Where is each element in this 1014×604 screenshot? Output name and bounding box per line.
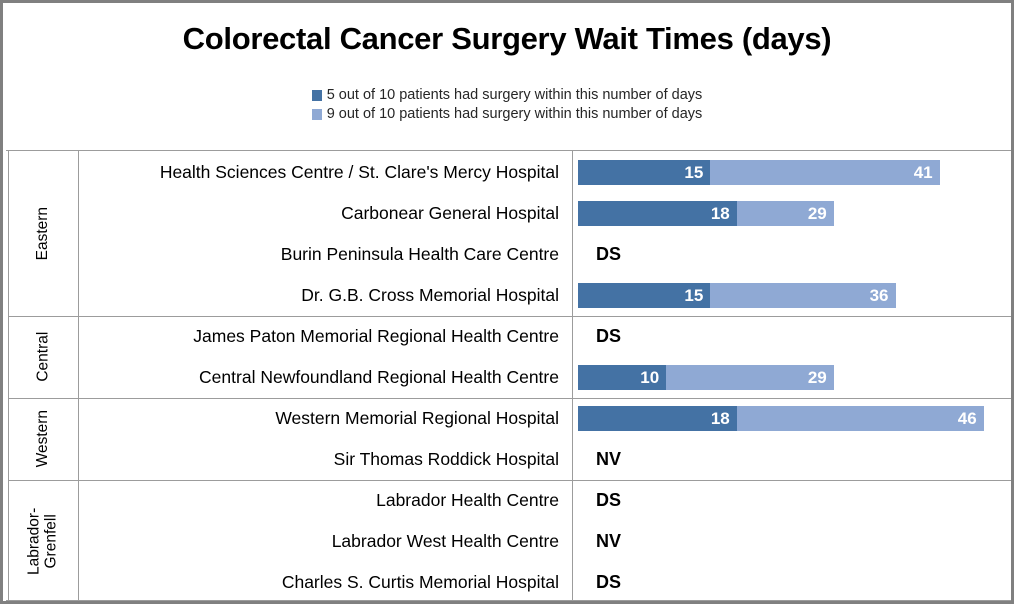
table-row: Western Memorial Regional Hospital 18 46 [79,398,1011,439]
bar-track: NV [578,439,1011,480]
bar-track: 15 36 [578,275,1011,316]
stacked-bar[interactable]: 15 36 [578,283,896,308]
bar-value-median: 18 [710,204,730,223]
bar-segment-ninth-decile[interactable]: 36 [710,283,896,308]
bar-track: DS [578,316,1011,357]
row-note-code: NV [596,531,622,551]
bar-value-ninth-decile: 41 [913,163,933,182]
table-row: Central Newfoundland Regional Health Cen… [79,357,1011,398]
bar-track: NV [578,521,1011,562]
bar-track: DS [578,480,1011,521]
row-label-hospital: James Paton Memorial Regional Health Cen… [193,326,559,346]
stacked-bar[interactable]: 10 29 [578,365,834,390]
row-label-hospital: Charles S. Curtis Memorial Hospital [281,572,559,592]
bar-value-median: 10 [640,368,660,387]
table-row: Health Sciences Centre / St. Clare's Mer… [79,152,1011,193]
row-label-hospital: Burin Peninsula Health Care Centre [280,244,559,264]
legend-item-ninth-decile[interactable]: 9 out of 10 patients had surgery within … [311,106,703,122]
row-label-hospital: Labrador Health Centre [376,490,559,510]
region-label-text: Labrador- Grenfell [25,507,60,576]
row-note-code: DS [596,572,622,592]
chart-title: Colorectal Cancer Surgery Wait Times (da… [182,21,832,56]
table-row: Sir Thomas Roddick Hospital NV [79,439,1011,480]
group-divider [8,316,1011,317]
bar-value-ninth-decile: 29 [807,204,827,223]
legend-label-median: 5 out of 10 patients had surgery within … [326,87,703,103]
row-label-hospital: Sir Thomas Roddick Hospital [333,449,559,469]
plot-area: Eastern Central Western Labrador- Grenfell H… [6,150,1011,601]
bar-segment-ninth-decile[interactable]: 41 [710,160,940,185]
bar-track: DS [578,562,1011,601]
row-label-hospital: Labrador West Health Centre [331,531,559,551]
region-column-divider [78,151,79,600]
table-row: Dr. G.B. Cross Memorial Hospital 15 36 [79,275,1011,316]
stacked-bar[interactable]: 18 46 [578,406,984,431]
row-label-hospital: Central Newfoundland Regional Health Cen… [199,367,559,387]
bar-track: 18 29 [578,193,1011,234]
bar-value-median: 15 [684,163,704,182]
row-label-hospital: Health Sciences Centre / St. Clare's Mer… [159,162,559,182]
legend-label-ninth-decile: 9 out of 10 patients had surgery within … [326,106,703,122]
bar-segment-ninth-decile[interactable]: 29 [666,365,834,390]
region-label-eastern: Eastern [8,152,78,316]
bar-segment-median[interactable]: 10 [578,365,667,390]
bar-value-median: 15 [684,286,704,305]
bar-track: DS [578,234,1011,275]
legend-swatch-median-icon [311,89,322,101]
bar-segment-median[interactable]: 15 [578,283,711,308]
group-divider [8,398,1011,399]
row-label-hospital: Carbonear General Hospital [341,203,559,223]
row-label-hospital: Dr. G.B. Cross Memorial Hospital [301,285,559,305]
table-row: James Paton Memorial Regional Health Cen… [79,316,1011,357]
bar-segment-ninth-decile[interactable]: 46 [736,406,984,431]
stacked-bar[interactable]: 18 29 [578,201,834,226]
bar-value-ninth-decile: 29 [807,368,827,387]
plot-left-border [8,151,9,600]
table-row: Charles S. Curtis Memorial Hospital DS [79,562,1011,601]
bar-track: 10 29 [578,357,1011,398]
bar-segment-median[interactable]: 15 [578,160,711,185]
row-note-code: DS [596,244,622,264]
region-label-text: Western [34,410,52,468]
chart-legend: 5 out of 10 patients had surgery within … [3,87,1011,122]
bar-track: 18 46 [578,398,1011,439]
table-row: Labrador Health Centre DS [79,480,1011,521]
row-label-hospital: Western Memorial Regional Hospital [275,408,559,428]
legend-item-median[interactable]: 5 out of 10 patients had surgery within … [311,87,703,103]
table-row: Labrador West Health Centre NV [79,521,1011,562]
table-row: Burin Peninsula Health Care Centre DS [79,234,1011,275]
group-divider [8,480,1011,481]
region-label-western: Western [8,398,78,480]
bar-value-median: 18 [710,409,730,428]
bar-value-ninth-decile: 36 [869,286,889,305]
row-note-code: NV [596,449,622,469]
bar-segment-median[interactable]: 18 [578,201,737,226]
bar-segment-ninth-decile[interactable]: 29 [736,201,834,226]
bar-value-ninth-decile: 46 [957,409,977,428]
row-note-code: DS [596,490,622,510]
row-note-code: DS [596,326,622,346]
bar-segment-median[interactable]: 18 [578,406,737,431]
table-row: Carbonear General Hospital 18 29 [79,193,1011,234]
region-label-text: Eastern [34,207,52,261]
region-label-labrador-grenfell: Labrador- Grenfell [8,480,78,601]
value-axis-divider [572,151,573,600]
legend-swatch-ninth-decile-icon [311,108,322,120]
region-label-text: Central [34,332,52,382]
stacked-bar[interactable]: 15 41 [578,160,940,185]
region-label-central: Central [8,316,78,398]
bar-track: 15 41 [578,152,1011,193]
